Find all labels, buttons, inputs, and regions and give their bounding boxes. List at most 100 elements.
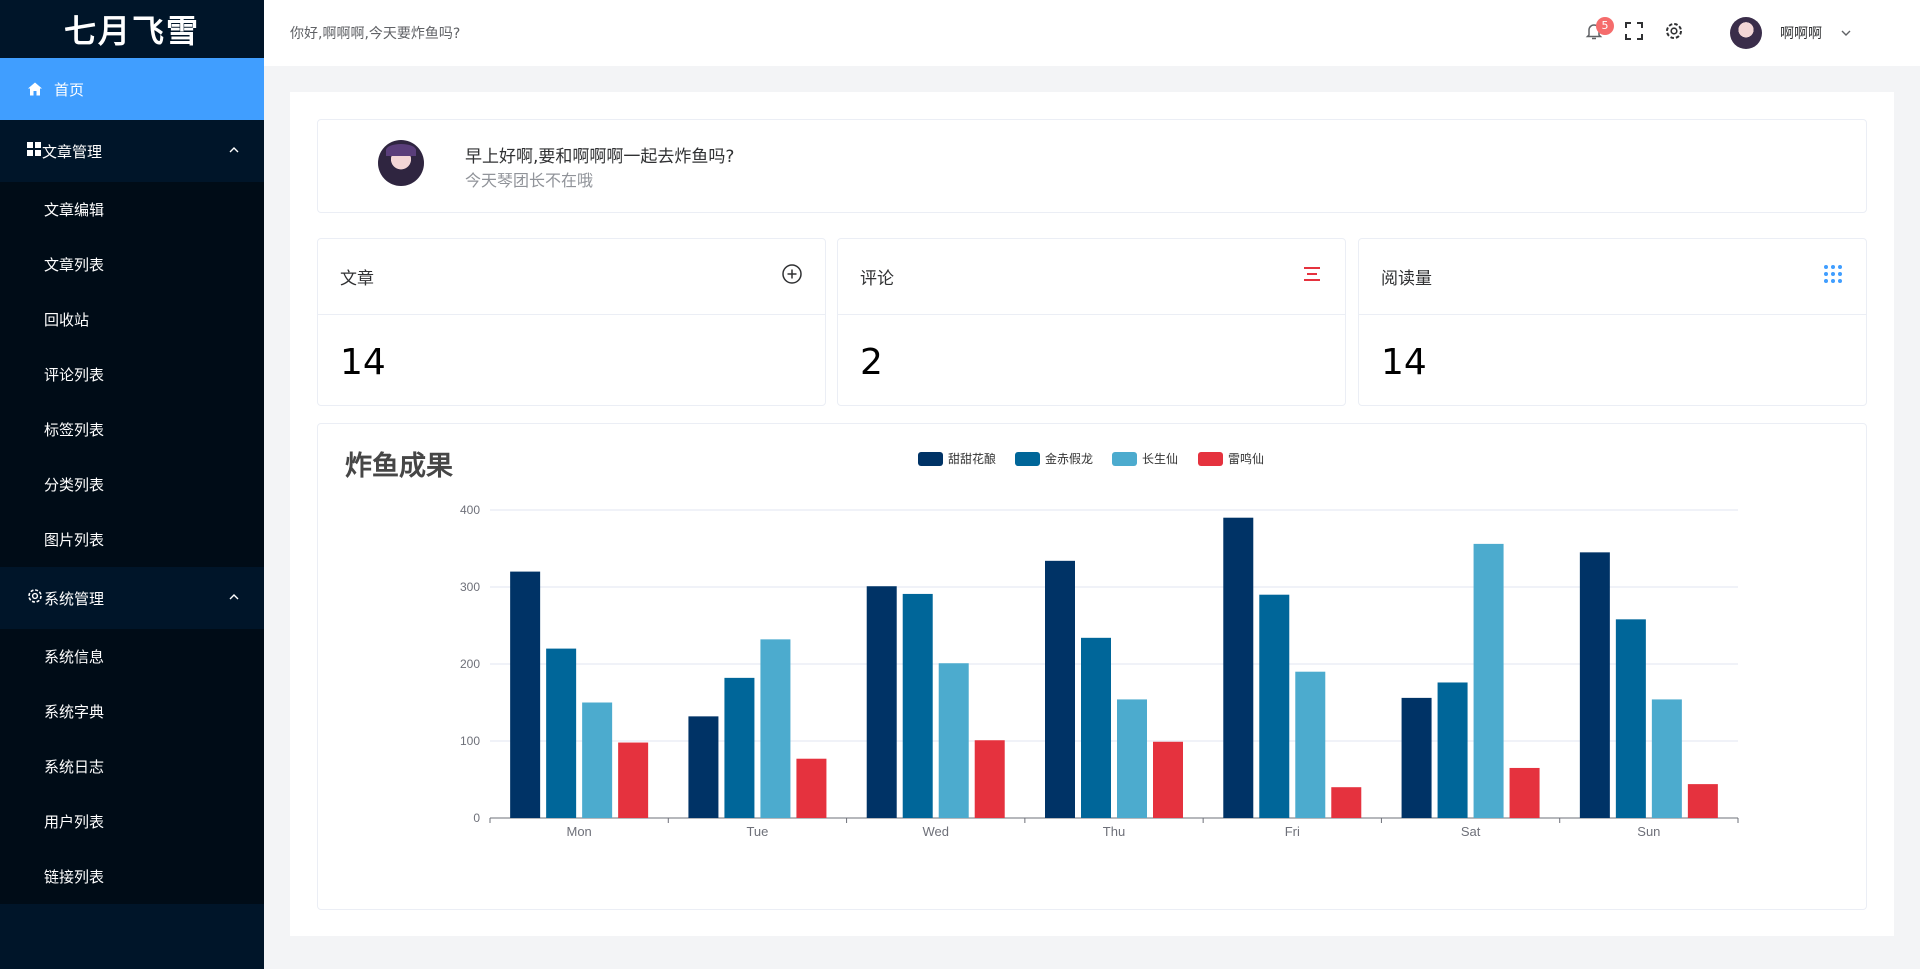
grid-dots-icon[interactable]	[1822, 263, 1844, 290]
stat-label: 文章	[340, 269, 374, 289]
plus-circle-icon[interactable]	[781, 263, 803, 290]
bar	[724, 677, 755, 818]
stat-label: 评论	[860, 269, 894, 289]
bar	[1331, 787, 1362, 818]
bar	[1045, 560, 1075, 818]
x-tick-label: Tue	[746, 824, 768, 839]
chevron-down-icon	[1840, 24, 1852, 43]
dashboard-grid-icon	[26, 141, 42, 161]
fullscreen-icon	[1624, 21, 1644, 45]
stat-card-views: 阅读量 14	[1358, 238, 1867, 406]
bar	[1509, 767, 1540, 818]
bar	[1259, 594, 1290, 818]
sidebar-item-article-list[interactable]: 文章列表	[44, 256, 105, 274]
bar	[974, 740, 1005, 818]
bar	[1401, 697, 1432, 818]
bar	[902, 593, 933, 818]
bar	[1117, 699, 1147, 818]
sidebar-group-label: 文章管理	[42, 142, 103, 161]
sidebar-group-articles[interactable]: 文章管理	[0, 120, 264, 182]
stat-value: 2	[860, 342, 883, 383]
user-menu[interactable]: 啊啊啊	[1730, 17, 1852, 49]
sidebar-item-image-list[interactable]: 图片列表	[44, 531, 105, 549]
x-tick-label: Sat	[1461, 824, 1481, 839]
bar	[1651, 699, 1682, 818]
x-tick-label: Thu	[1103, 824, 1125, 839]
bar	[582, 702, 613, 818]
bar-chart: 0 100 200 300 400 Mon Tue Wed Thu Fri Sat Sun 甜甜花酿 金赤…	[460, 451, 1739, 839]
welcome-card: 早上好啊,要和啊啊啊一起去炸鱼吗? 今天琴团长不在哦	[317, 119, 1867, 213]
sidebar: 七月飞雪 首页 文章管理 文章编辑 文章列表 回收站 评论列表 标签列表 分类列…	[0, 0, 264, 969]
bar	[1615, 619, 1646, 818]
fullscreen-button[interactable]	[1614, 13, 1654, 53]
bar	[760, 639, 791, 818]
legend-swatch	[1198, 452, 1223, 466]
bar	[1579, 552, 1610, 818]
x-tick-label: Sun	[1637, 824, 1660, 839]
y-tick-label: 300	[460, 580, 480, 594]
sidebar-item-tag-list[interactable]: 标签列表	[44, 421, 105, 439]
sidebar-item-system-info[interactable]: 系统信息	[44, 648, 105, 666]
avatar	[378, 140, 424, 186]
notification-button[interactable]: 5	[1574, 13, 1614, 53]
legend-swatch	[1112, 452, 1137, 466]
settings-button[interactable]	[1654, 13, 1694, 53]
gear-icon	[1664, 21, 1684, 45]
legend-swatch	[918, 452, 943, 466]
sidebar-item-home[interactable]: 首页	[0, 58, 264, 120]
stat-card-comments: 评论 2	[837, 238, 1346, 406]
chevron-up-icon	[228, 142, 240, 160]
bar	[1081, 637, 1111, 818]
bar	[1687, 784, 1718, 818]
stat-value: 14	[340, 342, 386, 383]
stat-label: 阅读量	[1381, 269, 1432, 289]
chevron-up-icon	[228, 589, 240, 607]
x-tick-label: Fri	[1285, 824, 1300, 839]
sidebar-item-label: 首页	[54, 80, 85, 99]
legend-label: 金赤假龙	[1045, 451, 1093, 466]
app-logo: 七月飞雪	[63, 12, 200, 50]
notification-badge: 5	[1596, 17, 1614, 35]
bar	[546, 648, 577, 818]
x-tick-label: Wed	[922, 824, 949, 839]
legend-label: 甜甜花酿	[948, 451, 996, 466]
legend-label: 雷鸣仙	[1228, 451, 1264, 466]
header-greeting: 你好,啊啊啊,今天要炸鱼吗?	[290, 26, 461, 42]
sidebar-item-system-dict[interactable]: 系统字典	[44, 703, 105, 721]
sidebar-item-category-list[interactable]: 分类列表	[44, 476, 105, 494]
y-tick-label: 0	[473, 811, 480, 825]
username: 啊啊啊	[1780, 26, 1822, 42]
home-icon	[26, 80, 44, 98]
bar	[1223, 517, 1254, 818]
sidebar-item-user-list[interactable]: 用户列表	[44, 813, 105, 831]
legend-label: 长生仙	[1142, 452, 1178, 466]
welcome-subtitle: 今天琴团长不在哦	[465, 171, 594, 190]
bar	[1437, 682, 1468, 818]
sidebar-item-comment-list[interactable]: 评论列表	[44, 366, 105, 384]
stat-card-articles: 文章 14	[317, 238, 826, 406]
main-content: 早上好啊,要和啊啊啊一起去炸鱼吗? 今天琴团长不在哦 文章 14 评论 2 阅读…	[290, 92, 1894, 936]
bar	[618, 742, 649, 818]
submenu-articles: 文章编辑 文章列表 回收站 评论列表 标签列表 分类列表 图片列表	[0, 182, 264, 567]
bar	[1153, 741, 1183, 818]
y-tick-label: 400	[460, 503, 480, 517]
bar	[866, 586, 897, 818]
list-icon[interactable]	[1301, 263, 1323, 290]
bar	[510, 571, 541, 818]
chart-card: 炸鱼成果 0 100 200 300 400 Mon Tue Wed Thu Fri Sat Sun 甜…	[317, 423, 1867, 910]
gear-icon	[26, 587, 44, 609]
sidebar-item-recycle-bin[interactable]: 回收站	[44, 311, 90, 329]
sidebar-group-label: 系统管理	[44, 589, 105, 608]
bar	[938, 663, 969, 818]
submenu-system: 系统信息 系统字典 系统日志 用户列表 链接列表	[0, 629, 264, 904]
sidebar-item-link-list[interactable]: 链接列表	[44, 868, 105, 886]
sidebar-item-article-edit[interactable]: 文章编辑	[44, 201, 105, 219]
sidebar-group-system[interactable]: 系统管理	[0, 567, 264, 629]
chart-title: 炸鱼成果	[345, 451, 453, 482]
y-tick-label: 100	[460, 734, 480, 748]
y-tick-label: 200	[460, 657, 480, 671]
legend-swatch	[1015, 452, 1040, 466]
sidebar-item-system-log[interactable]: 系统日志	[44, 758, 105, 776]
bar	[688, 716, 719, 818]
header-tools: 5 啊啊啊	[1574, 0, 1920, 66]
